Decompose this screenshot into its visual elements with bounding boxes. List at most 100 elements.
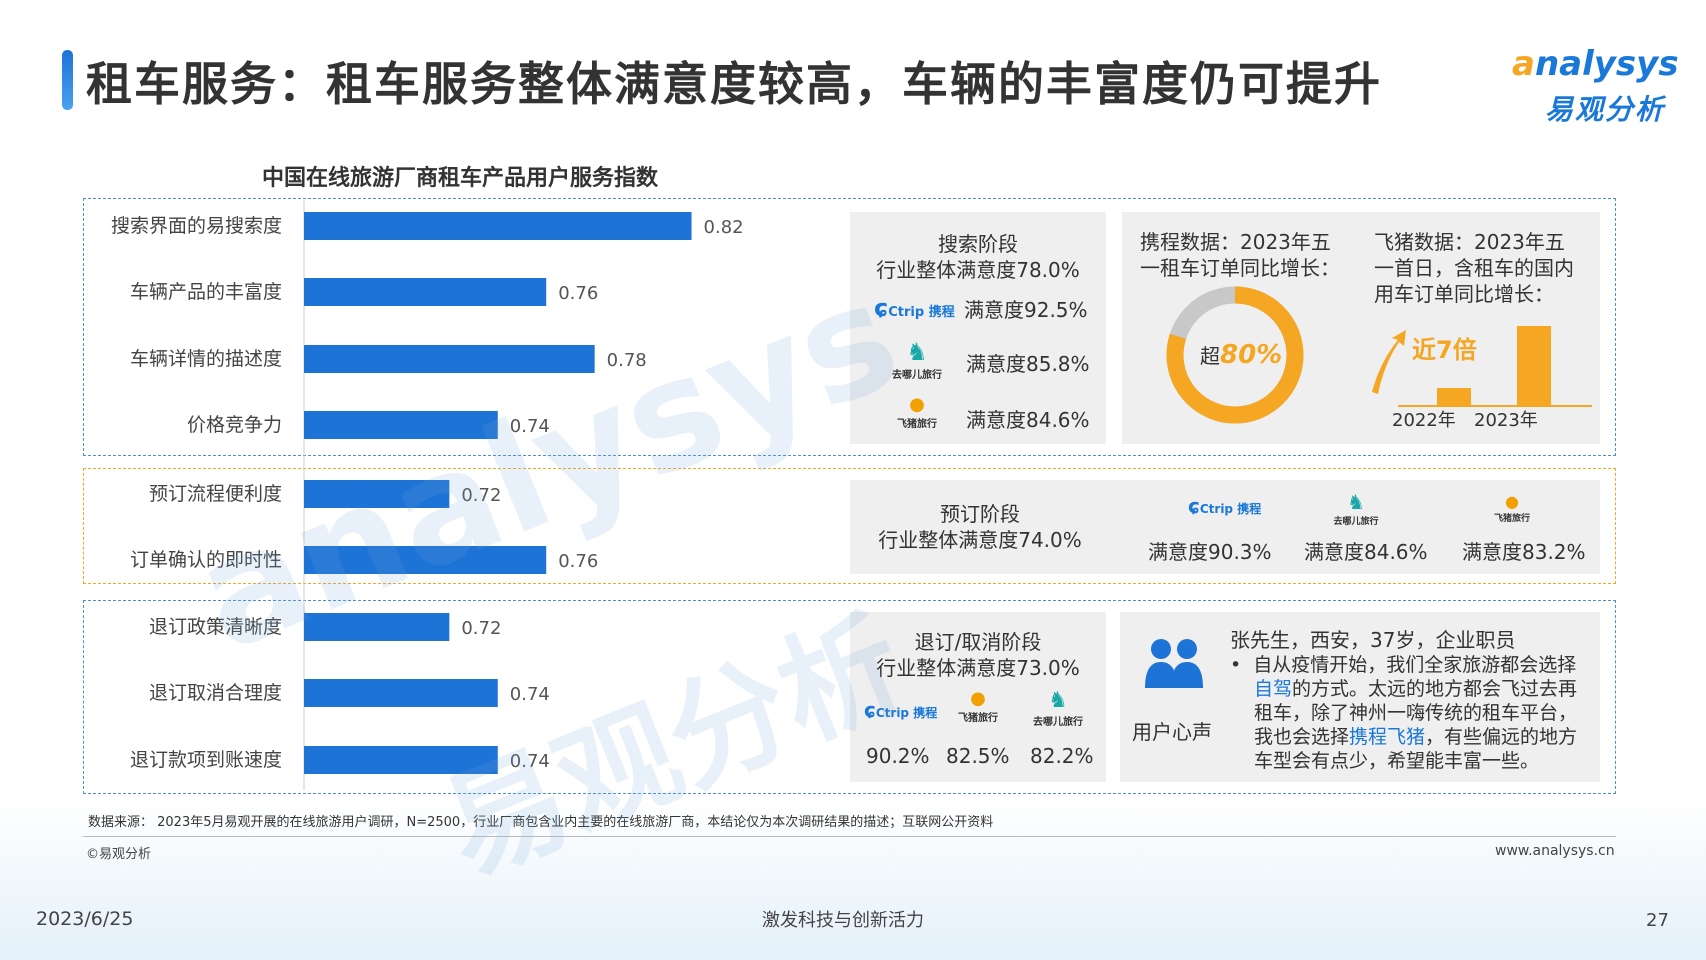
category-label: 退订政策清晰度 bbox=[149, 616, 282, 638]
value-label: 0.74 bbox=[510, 416, 550, 437]
page-title: 租车服务：租车服务整体满意度较高，车辆的丰富度仍可提升 bbox=[86, 57, 1382, 111]
fliggy-growth-chart bbox=[1372, 326, 1592, 407]
ctrip-data-title-1: 携程数据：2023年五 bbox=[1140, 230, 1331, 254]
background-skyline bbox=[0, 800, 1706, 960]
user-voice-line2: 自驾的方式。太远的地方都会飞过去再 bbox=[1254, 678, 1578, 700]
category-label: 订单确认的即时性 bbox=[130, 549, 282, 571]
logo-letter-a: a bbox=[1512, 44, 1535, 84]
search-qunar-satisfaction: 满意度85.8% bbox=[966, 352, 1090, 376]
cancel-qunar-satisfaction: 82.2% bbox=[1030, 744, 1094, 768]
growth-bar-2023 bbox=[1517, 326, 1551, 406]
qunar-camel-icon: ♞ 去哪儿旅行 bbox=[1333, 490, 1379, 527]
fliggy-data-title-2: 一首日，含租车的国内 bbox=[1374, 256, 1574, 280]
search-stage-panel: 搜索阶段 行业整体满意度78.0% ɕCtrip 携程 满意度92.5% ♞ 去哪… bbox=[850, 212, 1106, 444]
booking-stage-group bbox=[83, 468, 1616, 584]
cancel-stage-group bbox=[83, 600, 1616, 794]
value-label: 0.72 bbox=[461, 618, 501, 639]
footer-slogan: 激发科技与创新活力 bbox=[762, 910, 924, 931]
search-stage-overall: 行业整体满意度78.0% bbox=[876, 258, 1080, 282]
year-2022-label: 2022年 bbox=[1392, 410, 1456, 431]
search-fliggy-satisfaction: 满意度84.6% bbox=[966, 408, 1090, 432]
footer-copyright: ©易观分析 bbox=[86, 847, 152, 862]
category-label: 预订流程便利度 bbox=[149, 483, 282, 505]
bar-chart: 搜索界面的易搜索度 0.82 车辆产品的丰富度 0.76 车辆详情的描述度 0.78 价格竞… bbox=[111, 200, 744, 790]
user-voice-line3: 租车，除了神州一嗨传统的租车平台， bbox=[1254, 702, 1578, 724]
bar bbox=[304, 480, 450, 508]
fliggy-logo-icon: ● 飞猪旅行 bbox=[958, 688, 998, 724]
qunar-camel-icon: ♞ 去哪儿旅行 bbox=[892, 338, 942, 381]
ctrip-en: Ctrip bbox=[888, 305, 925, 320]
qunar-camel-icon: ♞ 去哪儿旅行 bbox=[1033, 688, 1083, 728]
search-stage-group bbox=[83, 198, 1616, 456]
cancel-fliggy-satisfaction: 82.5% bbox=[946, 744, 1010, 768]
user-voice-person: 张先生，西安，37岁，企业职员 bbox=[1230, 628, 1516, 652]
booking-fliggy-satisfaction: 满意度83.2% bbox=[1462, 540, 1586, 564]
page-number: 27 bbox=[1646, 910, 1669, 931]
fliggy-data-title-1: 飞猪数据：2023年五 bbox=[1374, 230, 1565, 254]
booking-qunar-satisfaction: 满意度84.6% bbox=[1304, 540, 1428, 564]
analysys-logo: analysys bbox=[1512, 44, 1679, 84]
fliggy-data-title-3: 用车订单同比增长： bbox=[1374, 282, 1554, 306]
cancel-stage-panel: 退订/取消阶段 行业整体满意度73.0% ɕCtrip 携程 ● 飞猪旅行 ♞ 去哪… bbox=[850, 612, 1106, 782]
bar bbox=[304, 679, 498, 707]
bar bbox=[304, 746, 498, 774]
value-label: 0.76 bbox=[558, 551, 598, 572]
footer-url[interactable]: www.analysys.cn bbox=[1495, 843, 1615, 859]
ring-label: 超80% bbox=[1200, 340, 1283, 370]
fliggy-logo-icon: ● 飞猪旅行 bbox=[897, 394, 937, 430]
growth-label: 近7倍 bbox=[1412, 336, 1477, 364]
value-label: 0.74 bbox=[510, 684, 550, 705]
value-label: 0.74 bbox=[510, 751, 550, 772]
booking-stage-title: 预订阶段 bbox=[940, 502, 1020, 526]
value-label: 0.76 bbox=[558, 283, 598, 304]
footer-date: 2023/6/25 bbox=[36, 908, 134, 930]
ctrip-cn: 携程 bbox=[928, 305, 955, 320]
value-label: 0.72 bbox=[461, 485, 501, 506]
ctrip-logo-icon: ɕCtrip 携程 bbox=[864, 698, 938, 722]
bar bbox=[304, 613, 450, 641]
year-2023-label: 2023年 bbox=[1474, 410, 1538, 431]
category-label: 车辆详情的描述度 bbox=[130, 348, 282, 370]
booking-stage-panel: 预订阶段 行业整体满意度74.0% ɕCtrip 携程 满意度90.3% ♞ 去哪… bbox=[850, 480, 1600, 574]
growth-bar-2022 bbox=[1437, 388, 1471, 406]
category-label: 退订取消合理度 bbox=[149, 682, 282, 704]
user-voice-panel bbox=[1120, 612, 1600, 782]
ring-arc bbox=[1166, 286, 1304, 424]
bar bbox=[304, 411, 498, 439]
user-voice-line4: 我也会选择携程飞猪，有些偏远的地方 bbox=[1254, 726, 1578, 748]
fliggy-logo-icon: ● 飞猪旅行 bbox=[1493, 492, 1530, 524]
ctrip-growth-ring bbox=[1166, 286, 1304, 424]
bar bbox=[304, 212, 692, 240]
cancel-stage-title: 退订/取消阶段 bbox=[914, 630, 1042, 654]
users-icon bbox=[1145, 639, 1203, 688]
data-source: 数据来源： 2023年5月易观开展的在线旅游用户调研，N=2500，行业厂商包含… bbox=[88, 815, 994, 830]
ctrip-data-title-2: 一租车订单同比增长： bbox=[1140, 256, 1340, 280]
value-label: 0.82 bbox=[704, 217, 744, 238]
cancel-stage-overall: 行业整体满意度73.0% bbox=[876, 656, 1080, 680]
ctrip-logo-icon: ɕCtrip 携程 bbox=[1188, 494, 1262, 518]
title-accent-bar bbox=[62, 50, 73, 110]
growth-arrow-icon bbox=[1372, 330, 1406, 394]
user-voice-bullet: • 自从疫情开始，我们全家旅游都会选择 bbox=[1230, 654, 1577, 676]
user-voice-label: 用户心声 bbox=[1132, 720, 1212, 744]
category-label: 搜索界面的易搜索度 bbox=[111, 215, 282, 237]
chart-title: 中国在线旅游厂商租车产品用户服务指数 bbox=[262, 166, 659, 191]
bar bbox=[304, 345, 595, 373]
category-label: 退订款项到账速度 bbox=[130, 749, 282, 771]
bar bbox=[304, 546, 547, 574]
cancel-ctrip-satisfaction: 90.2% bbox=[866, 744, 930, 768]
bar bbox=[304, 278, 547, 306]
booking-stage-overall: 行业整体满意度74.0% bbox=[878, 528, 1082, 552]
analysys-logo-cn: 易观分析 bbox=[1545, 93, 1666, 126]
footer-divider bbox=[83, 836, 1616, 837]
search-ctrip-satisfaction: 满意度92.5% bbox=[964, 298, 1088, 322]
category-label: 价格竞争力 bbox=[187, 414, 282, 436]
ctrip-logo-icon: ɕCtrip 携程 bbox=[874, 294, 955, 322]
logo-text: nalysys bbox=[1534, 44, 1679, 84]
user-voice-line5: 车型会有点少，希望能丰富一些。 bbox=[1254, 750, 1540, 772]
growth-data-panel: 携程数据：2023年五 一租车订单同比增长： 超80% 飞猪数据：2023年五 … bbox=[1122, 212, 1600, 444]
value-label: 0.78 bbox=[607, 350, 647, 371]
search-stage-title: 搜索阶段 bbox=[938, 232, 1018, 256]
booking-ctrip-satisfaction: 满意度90.3% bbox=[1148, 540, 1272, 564]
category-label: 车辆产品的丰富度 bbox=[130, 281, 282, 303]
